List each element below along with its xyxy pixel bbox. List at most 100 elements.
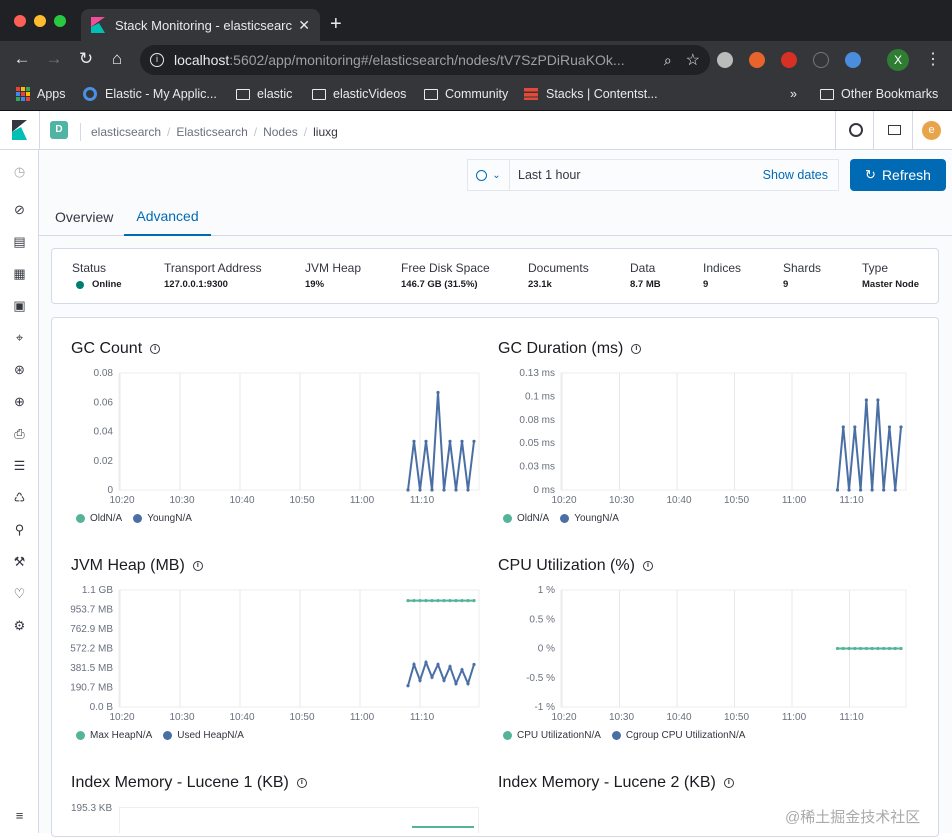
data-point	[876, 398, 880, 402]
bookmark-apps[interactable]: Apps	[16, 84, 66, 104]
more-bookmarks-button[interactable]: »	[790, 87, 797, 101]
legend-item[interactable]: Cgroup CPU UtilizationN/A	[611, 730, 745, 741]
bookmark-other[interactable]: Other Bookmarks	[820, 84, 938, 104]
info-icon[interactable]: i	[150, 53, 164, 67]
info-icon[interactable]: i	[296, 778, 307, 788]
info-icon[interactable]: i	[642, 561, 653, 571]
data-point	[424, 660, 428, 664]
recent-icon[interactable]: ◷	[13, 164, 26, 179]
cpu-chart[interactable]: 10:20 10:30 10:40 10:50 11:00 11:10 -1 % -0.5 %…	[486, 582, 911, 732]
data-point	[887, 425, 892, 429]
extension-icon[interactable]	[781, 52, 797, 68]
show-dates-link[interactable]: Show dates	[762, 168, 828, 182]
mail-icon[interactable]	[888, 125, 901, 135]
apm-icon[interactable]: ☰	[13, 458, 26, 473]
canvas-icon[interactable]: ▣	[13, 298, 26, 313]
close-tab-icon[interactable]: ✕	[298, 16, 310, 33]
legend-item[interactable]: OldN/A	[76, 513, 122, 524]
menu-dots-icon[interactable]: ⋮	[925, 51, 941, 68]
data-point	[412, 439, 416, 443]
extension-icon[interactable]	[717, 52, 733, 68]
info-icon[interactable]: i	[631, 344, 642, 354]
forward-button[interactable]: →	[45, 49, 63, 68]
maps-icon[interactable]: ⌖	[15, 330, 24, 345]
gc-count-chart[interactable]: 10:20 10:30 10:40 10:50 11:00 11:10 0 0.02 0.04 0…	[59, 365, 484, 515]
profile-avatar[interactable]: X	[887, 49, 909, 71]
collapse-nav-icon[interactable]: ≡	[15, 808, 24, 823]
data-point	[887, 646, 892, 651]
legend-item[interactable]: YoungN/A	[560, 513, 619, 524]
help-icon[interactable]	[849, 123, 863, 137]
bookmark-elastic-app[interactable]: Elastic - My Applic...	[83, 84, 217, 104]
x-tick-label: 11:00	[782, 712, 807, 723]
data-point	[882, 646, 886, 651]
breadcrumb-item[interactable]: Elasticsearch	[176, 125, 248, 139]
folder-icon	[820, 88, 834, 100]
tab-overview[interactable]: Overview	[55, 209, 114, 225]
maximize-window-button[interactable]	[54, 15, 66, 27]
data-point	[406, 684, 410, 688]
browser-tab[interactable]: Stack Monitoring - elasticsearch ✕	[81, 9, 320, 41]
chart-title-cpu: CPU Utilization (%) i	[498, 557, 653, 575]
address-bar[interactable]: i localhost :5602/app/monitoring#/elasti…	[140, 45, 710, 75]
home-button[interactable]: ⌂	[111, 49, 123, 68]
reload-button[interactable]: ↻	[78, 49, 94, 68]
visualize-icon[interactable]: ▤	[13, 234, 26, 249]
gc-duration-chart[interactable]: 10:20 10:30 10:40 10:50 11:00 11:10 0 ms 0.03 m…	[486, 365, 911, 515]
info-icon[interactable]: i	[192, 561, 203, 571]
ml-icon[interactable]: ⊛	[14, 362, 25, 377]
legend-item[interactable]: Used HeapN/A	[163, 730, 244, 741]
legend-item[interactable]: CPU UtilizationN/A	[503, 730, 601, 741]
jvm-heap-chart[interactable]: 10:20 10:30 10:40 10:50 11:00 11:10 0.0 B 190.7…	[59, 582, 484, 732]
bookmark-star-icon[interactable]: ☆	[685, 52, 700, 69]
chart-title-gc-duration: GC Duration (ms) i	[498, 340, 642, 358]
x-tick-label: 10:50	[289, 712, 314, 723]
user-avatar[interactable]: e	[922, 121, 941, 140]
data-point	[835, 646, 840, 651]
time-range-label[interactable]: Last 1 hour	[518, 168, 581, 182]
info-icon[interactable]: i	[723, 778, 734, 788]
bookmark-folder-elasticvideos[interactable]: elasticVideos	[312, 84, 406, 104]
management-icon[interactable]: ⚙	[13, 618, 26, 633]
data-point	[893, 488, 897, 492]
legend-item[interactable]: OldN/A	[503, 513, 549, 524]
bookmark-stacks[interactable]: Stacks | Contentst...	[524, 84, 658, 104]
quick-menu-button[interactable]: ⌄	[468, 160, 510, 190]
breadcrumb-item[interactable]: Nodes	[263, 125, 298, 139]
y-tick-label: -1 %	[534, 702, 555, 713]
uptime-icon[interactable]: ♺	[13, 490, 26, 505]
space-avatar[interactable]: D	[50, 121, 68, 139]
x-tick-label: 11:10	[839, 495, 864, 506]
minimize-window-button[interactable]	[34, 15, 46, 27]
legend-item[interactable]: Max HeapN/A	[76, 730, 152, 741]
y-tick-label: 0.0 B	[90, 702, 114, 713]
x-tick-label: 10:40	[666, 495, 691, 506]
extension-icon[interactable]	[845, 52, 861, 68]
back-button[interactable]: ←	[13, 49, 31, 68]
discover-icon[interactable]: ⊘	[14, 202, 25, 217]
logs-icon[interactable]: ⎙	[14, 426, 25, 441]
extension-icon[interactable]	[813, 52, 829, 68]
plot-area	[560, 372, 907, 491]
dashboard-icon[interactable]: ▦	[13, 266, 26, 281]
cpu-legend: CPU UtilizationN/A Cgroup CPU Utilizatio…	[503, 730, 756, 741]
extension-icon[interactable]	[749, 52, 765, 68]
breadcrumb: elasticsearch / Elasticsearch / Nodes / …	[80, 123, 338, 141]
legend-item[interactable]: YoungN/A	[133, 513, 192, 524]
x-tick-label: 10:40	[229, 495, 254, 506]
infrastructure-icon[interactable]: ⊕	[14, 394, 25, 409]
data-point	[864, 398, 868, 402]
breadcrumb-item[interactable]: elasticsearch	[91, 125, 162, 139]
zoom-icon[interactable]: ⌕	[663, 51, 672, 68]
close-window-button[interactable]	[14, 15, 26, 27]
info-icon[interactable]: i	[150, 344, 161, 354]
bookmark-folder-community[interactable]: Community	[424, 84, 508, 104]
dev-tools-icon[interactable]: ⚒	[13, 554, 26, 569]
monitoring-icon[interactable]: ♡	[13, 586, 26, 601]
tab-advanced[interactable]: Advanced	[124, 198, 211, 236]
bookmark-folder-elastic[interactable]: elastic	[236, 84, 292, 104]
siem-icon[interactable]: ⚲	[14, 522, 25, 537]
kibana-logo-icon[interactable]	[12, 120, 27, 140]
new-tab-button[interactable]: +	[330, 13, 342, 35]
refresh-button[interactable]: ↻ Refresh	[850, 159, 946, 191]
